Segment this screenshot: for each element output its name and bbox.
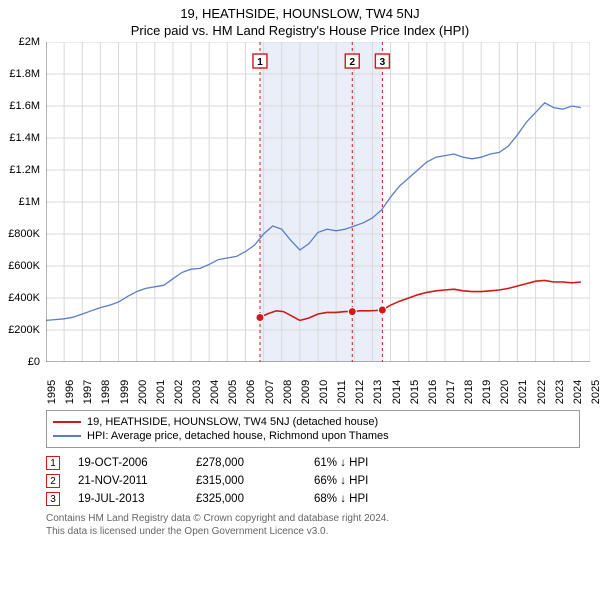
x-tick-label: 2001 [155,380,167,404]
x-tick-label: 1995 [46,380,58,404]
sale-delta: 68% ↓ HPI [314,493,414,505]
x-tick-label: 2015 [409,380,421,404]
x-tick-label: 2023 [554,380,566,404]
footer-line-2: This data is licensed under the Open Gov… [46,525,580,538]
plot: 1 2 3 [46,42,590,362]
x-tick-label: 2022 [536,380,548,404]
x-tick-label: 1998 [100,380,112,404]
sale-marker: 2 [46,474,60,488]
y-tick-label: £0 [28,356,40,368]
x-tick-label: 2007 [264,380,276,404]
x-tick-label: 1997 [82,380,94,404]
x-tick-label: 2011 [336,380,348,404]
sale-price: £278,000 [196,457,296,469]
y-tick-label: £1.8M [9,68,40,80]
x-tick-label: 2002 [173,380,185,404]
legend-swatch [53,421,81,423]
y-tick-label: £800K [8,228,40,240]
y-tick-label: £600K [8,260,40,272]
sale-date: 19-JUL-2013 [78,493,178,505]
x-tick-label: 2000 [137,380,149,404]
legend-swatch [53,435,81,437]
y-tick-label: £2M [19,36,40,48]
y-tick-label: £1.4M [9,132,40,144]
x-tick-label: 2013 [372,380,384,404]
x-tick-label: 2020 [499,380,511,404]
sale-marker: 1 [46,456,60,470]
y-tick-label: £1M [19,196,40,208]
legend-label: HPI: Average price, detached house, Rich… [87,430,389,442]
legend-label: 19, HEATHSIDE, HOUNSLOW, TW4 5NJ (detach… [87,416,378,428]
x-tick-label: 1996 [64,380,76,404]
x-tick-label: 2012 [354,380,366,404]
x-tick-label: 2003 [191,380,203,404]
x-tick-label: 2018 [463,380,475,404]
legend: 19, HEATHSIDE, HOUNSLOW, TW4 5NJ (detach… [46,410,580,448]
x-tick-label: 2005 [227,380,239,404]
y-tick-label: £400K [8,292,40,304]
sale-row: 3 19-JUL-2013 £325,000 68% ↓ HPI [46,490,580,508]
plot-svg: 1 2 3 [46,42,590,362]
x-tick-label: 2019 [481,380,493,404]
sale-price: £315,000 [196,475,296,487]
x-tick-label: 1999 [119,380,131,404]
chart-area: £0£200K£400K£600K£800K£1M£1.2M£1.4M£1.6M… [46,42,590,362]
x-tick-label: 2009 [300,380,312,404]
page-title: 19, HEATHSIDE, HOUNSLOW, TW4 5NJ [0,0,600,21]
y-tick-label: £1.2M [9,164,40,176]
x-tick-label: 2021 [517,380,529,404]
sale-date: 21-NOV-2011 [78,475,178,487]
x-tick-label: 2016 [427,380,439,404]
x-tick-label: 2010 [318,380,330,404]
svg-text:2: 2 [349,57,355,68]
page-subtitle: Price paid vs. HM Land Registry's House … [0,21,600,42]
sale-delta: 66% ↓ HPI [314,475,414,487]
svg-text:3: 3 [380,57,386,68]
x-tick-label: 2008 [282,380,294,404]
legend-row: HPI: Average price, detached house, Rich… [53,429,573,443]
y-axis-labels: £0£200K£400K£600K£800K£1M£1.2M£1.4M£1.6M… [0,42,42,362]
svg-text:1: 1 [257,57,263,68]
footer: Contains HM Land Registry data © Crown c… [46,512,580,538]
x-axis-labels: 1995 1996 1997 1998 1999 2000 2001 2002 2003 2004… [46,362,590,406]
sale-marker: 3 [46,492,60,506]
sales-table: 1 19-OCT-2006 £278,000 61% ↓ HPI 2 21-NOV-201… [46,454,580,508]
y-tick-label: £200K [8,324,40,336]
x-tick-label: 2006 [245,380,257,404]
y-tick-label: £1.6M [9,100,40,112]
x-tick-label: 2024 [572,380,584,404]
sale-price: £325,000 [196,493,296,505]
sale-row: 2 21-NOV-2011 £315,000 66% ↓ HPI [46,472,580,490]
x-tick-label: 2004 [209,380,221,404]
x-tick-label: 2025 [590,380,600,404]
x-tick-label: 2017 [445,380,457,404]
legend-row: 19, HEATHSIDE, HOUNSLOW, TW4 5NJ (detach… [53,415,573,429]
page: 19, HEATHSIDE, HOUNSLOW, TW4 5NJ Price p… [0,0,600,590]
footer-line-1: Contains HM Land Registry data © Crown c… [46,512,580,525]
sale-row: 1 19-OCT-2006 £278,000 61% ↓ HPI [46,454,580,472]
x-tick-label: 2014 [391,380,403,404]
sale-delta: 61% ↓ HPI [314,457,414,469]
sale-date: 19-OCT-2006 [78,457,178,469]
